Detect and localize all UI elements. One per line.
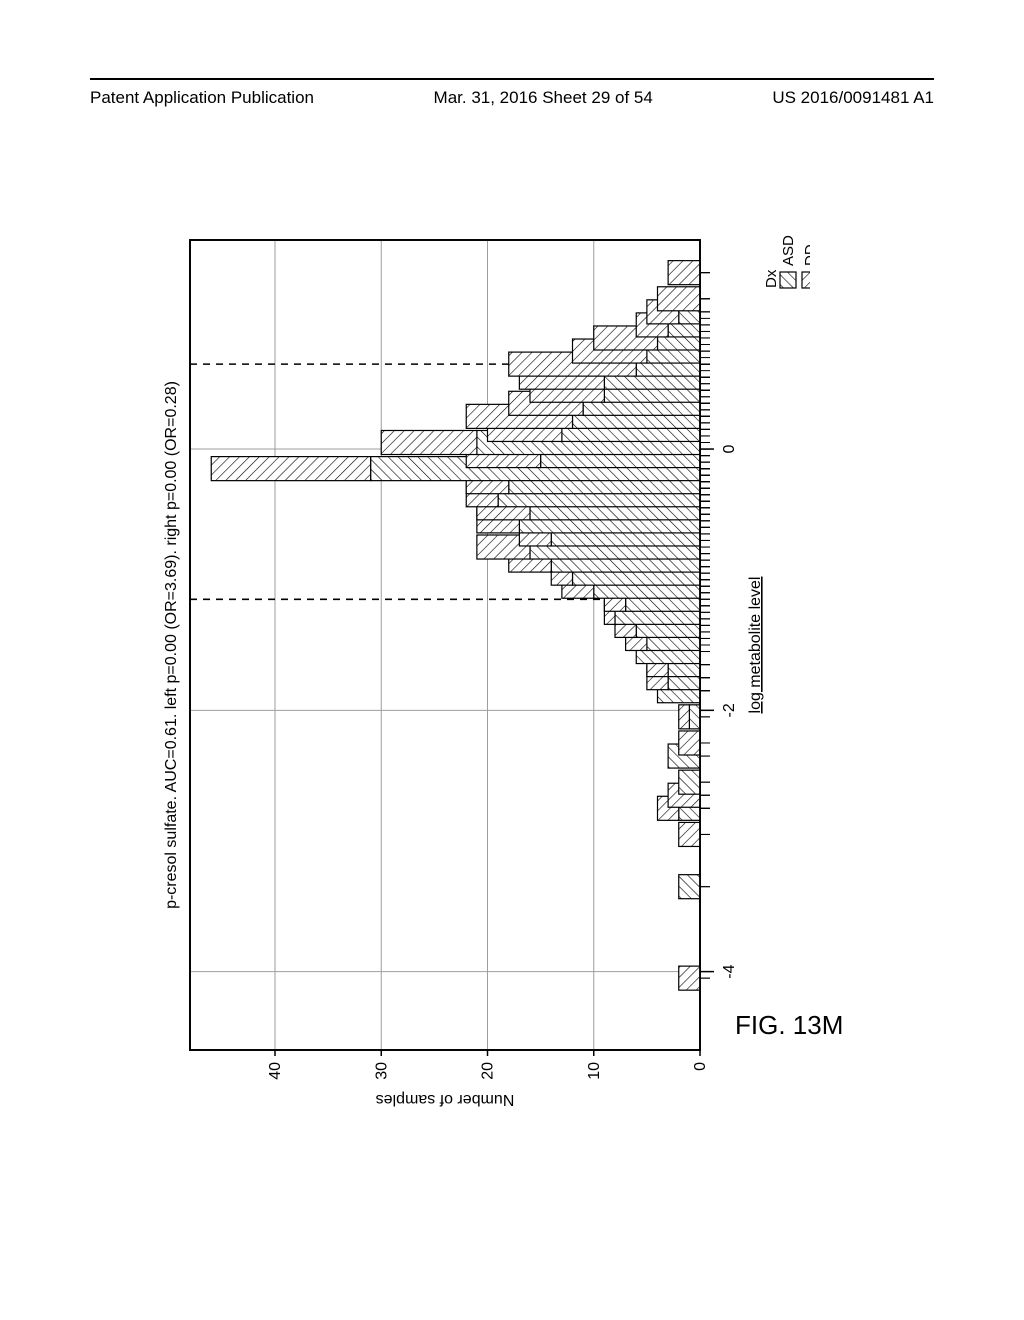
svg-text:20: 20: [480, 1062, 497, 1080]
svg-text:10: 10: [586, 1062, 603, 1080]
figure-container: -4 -2 0 0 10 20 30 40 log metabolite level Number…: [150, 220, 810, 1120]
svg-text:40: 40: [267, 1062, 284, 1080]
svg-text:30: 30: [373, 1062, 390, 1080]
svg-text:ASD: ASD: [780, 235, 797, 266]
header-left: Patent Application Publication: [90, 88, 314, 108]
svg-text:Number of samples: Number of samples: [376, 1091, 515, 1108]
svg-text:DD: DD: [802, 244, 810, 266]
page-header: Patent Application Publication Mar. 31, …: [0, 78, 1024, 108]
histogram-chart: -4 -2 0 0 10 20 30 40 log metabolite level Number…: [150, 220, 810, 1120]
svg-text:0: 0: [721, 444, 738, 453]
svg-text:-2: -2: [721, 703, 738, 717]
figure-caption: FIG. 13M: [735, 1010, 843, 1041]
svg-text:-4: -4: [721, 964, 738, 978]
svg-text:p-cresol sulfate. AUC=0.61. le: p-cresol sulfate. AUC=0.61. left p=0.00 …: [163, 381, 180, 909]
header-right: US 2016/0091481 A1: [772, 88, 934, 108]
svg-text:Dx: Dx: [763, 269, 780, 288]
svg-text:log metabolite level: log metabolite level: [747, 577, 764, 714]
svg-text:0: 0: [692, 1062, 709, 1071]
header-center: Mar. 31, 2016 Sheet 29 of 54: [434, 88, 653, 108]
